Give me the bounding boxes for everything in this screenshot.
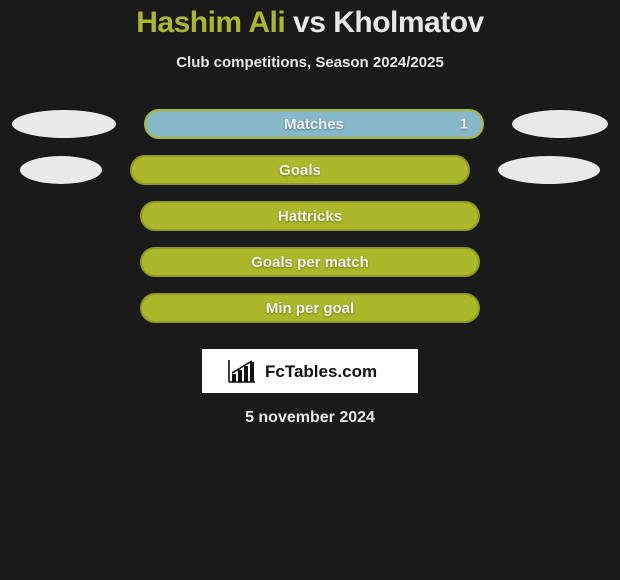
stat-row: Hattricks [0,193,620,239]
fctables-logo-icon: FcTables.com [225,356,395,386]
right-ellipse [512,110,608,138]
date-text: 5 november 2024 [0,409,620,427]
subtitle: Club competitions, Season 2024/2025 [0,54,620,71]
stat-bar: Goals per match [140,247,480,277]
stats-container: Matches 1 Goals Hattricks Goals per match Min… [0,101,620,331]
stat-value: 1 [460,116,468,133]
comparison-title: Hashim Ali vs Kholmatov [0,0,620,40]
right-ellipse [498,156,600,184]
stat-label: Matches [284,116,344,133]
source-logo: FcTables.com [202,349,418,393]
stat-row: Matches 1 [0,101,620,147]
stat-bar: Goals [130,155,470,185]
stat-row: Goals [0,147,620,193]
left-ellipse [20,156,102,184]
left-ellipse [12,110,116,138]
stat-bar: Matches 1 [144,109,484,139]
vs-separator: vs [293,6,325,39]
stat-label: Min per goal [266,300,354,317]
stat-bar: Hattricks [140,201,480,231]
player2-name: Kholmatov [333,6,484,39]
stat-label: Hattricks [278,208,342,225]
stat-label: Goals [279,162,321,179]
player1-name: Hashim Ali [136,6,285,39]
logo-text: FcTables.com [265,362,377,381]
stat-row: Min per goal [0,285,620,331]
stat-row: Goals per match [0,239,620,285]
stat-bar: Min per goal [140,293,480,323]
stat-label: Goals per match [251,254,369,271]
